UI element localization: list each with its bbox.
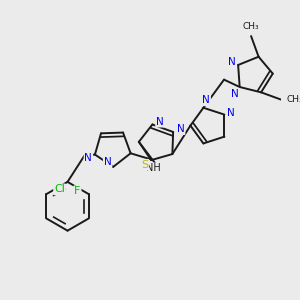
Text: N: N [104, 157, 112, 167]
Text: N: N [85, 153, 92, 163]
Text: NH: NH [146, 163, 160, 173]
Text: N: N [228, 57, 236, 67]
Text: CH₃: CH₃ [243, 22, 260, 31]
Text: F: F [74, 186, 81, 196]
Text: Cl: Cl [54, 184, 65, 194]
Text: CH₃: CH₃ [286, 95, 300, 104]
Text: S: S [141, 160, 148, 170]
Text: N: N [231, 88, 239, 99]
Text: N: N [202, 95, 210, 105]
Text: N: N [177, 124, 184, 134]
Text: N: N [156, 117, 164, 127]
Text: N: N [227, 108, 235, 118]
